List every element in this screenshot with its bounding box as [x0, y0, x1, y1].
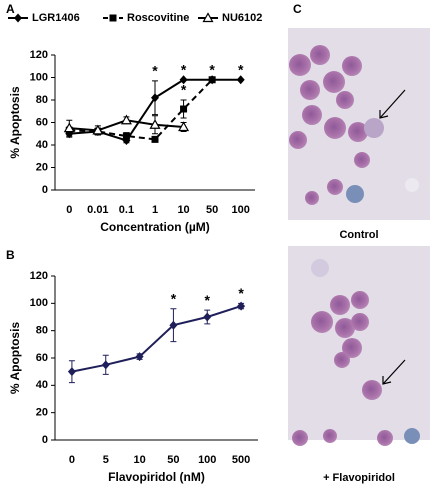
y-tick-label: 0: [42, 434, 48, 446]
marker: [120, 114, 132, 125]
significance-label: *: [238, 285, 244, 301]
significance-label: *: [205, 292, 211, 308]
legend-marker: [202, 12, 214, 23]
marker: [67, 367, 76, 377]
y-tick-label: 40: [36, 379, 48, 391]
x-tick-label: 0.01: [87, 204, 108, 216]
y-axis-title: % Apoptosis: [8, 86, 22, 159]
marker: [203, 312, 212, 322]
marker: [63, 122, 75, 133]
legend-label: Roscovitine: [127, 12, 189, 24]
marker: [151, 93, 159, 103]
significance-label: *: [171, 291, 177, 307]
significance-label: *: [238, 61, 244, 77]
legend-marker: [14, 13, 22, 23]
x-tick-label: 0.1: [119, 204, 134, 216]
y-tick-label: 120: [30, 49, 48, 61]
panel-label: B: [6, 248, 15, 262]
x-axis-title: Flavopiridol (nM): [108, 470, 205, 484]
series-line: [71, 305, 242, 373]
significance-label: *: [181, 82, 187, 98]
marker: [101, 360, 110, 370]
marker: [92, 124, 104, 135]
significance-label: *: [181, 61, 187, 77]
panel-label: C: [293, 2, 302, 16]
marker: [178, 121, 190, 132]
series-line: [69, 79, 213, 141]
marker: [180, 105, 188, 113]
marker: [169, 320, 178, 330]
x-tick-label: 5: [103, 454, 109, 466]
y-tick-label: 80: [36, 94, 48, 106]
marker: [135, 352, 144, 362]
y-tick-label: 80: [36, 325, 48, 337]
x-tick-label: 0: [69, 454, 75, 466]
marker: [122, 132, 130, 140]
legend-label: LGR1406: [32, 12, 80, 24]
legend-label: NU6102: [222, 12, 262, 24]
y-tick-label: 60: [36, 352, 48, 364]
x-tick-label: 10: [177, 204, 189, 216]
micrograph-control: [288, 28, 430, 220]
x-tick-label: 1: [152, 204, 158, 216]
y-tick-label: 120: [30, 270, 48, 282]
y-tick-label: 20: [36, 407, 48, 419]
y-tick-label: 40: [36, 139, 48, 151]
marker: [151, 135, 159, 143]
marker: [149, 119, 161, 129]
image-caption: + Flavopiridol: [323, 472, 395, 484]
x-tick-label: 100: [198, 454, 216, 466]
x-tick-label: 50: [167, 454, 179, 466]
x-axis-title: Concentration (µM): [100, 220, 210, 234]
marker: [179, 75, 188, 85]
micrograph-treated: [288, 246, 430, 446]
panel-label: A: [6, 2, 15, 16]
y-tick-label: 100: [30, 297, 48, 309]
image-caption: Control: [339, 229, 378, 241]
y-axis-title: % Apoptosis: [8, 322, 22, 395]
significance-label: *: [152, 63, 158, 79]
x-tick-label: 0: [66, 204, 72, 216]
marker: [208, 76, 216, 84]
legend-marker: [109, 14, 117, 22]
marker: [236, 75, 245, 85]
x-tick-label: 500: [232, 454, 250, 466]
y-tick-label: 0: [42, 184, 48, 196]
x-tick-label: 10: [133, 454, 145, 466]
marker: [237, 301, 246, 311]
y-tick-label: 60: [36, 116, 48, 128]
y-tick-label: 100: [30, 71, 48, 83]
x-tick-label: 50: [206, 204, 218, 216]
x-tick-label: 100: [232, 204, 250, 216]
significance-label: *: [209, 61, 215, 77]
y-tick-label: 20: [36, 161, 48, 173]
